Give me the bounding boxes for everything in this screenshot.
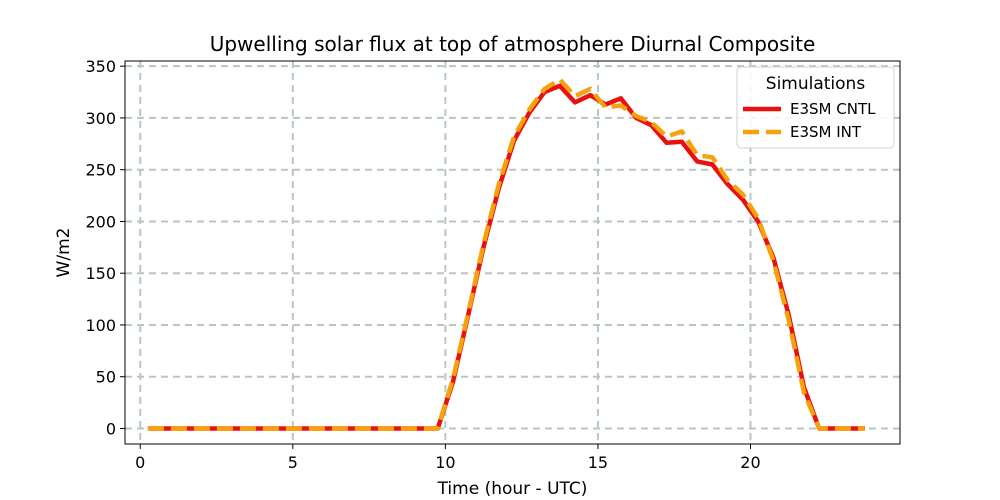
- x-tick-label: 20: [740, 453, 760, 472]
- y-tick-label: 0: [106, 419, 116, 438]
- legend-title: Simulations: [766, 74, 866, 94]
- legend-label-e3sm-int: E3SM INT: [790, 123, 862, 141]
- plot-frame: [124, 60, 901, 445]
- x-axis-title: Time (hour - UTC): [437, 479, 588, 499]
- y-axis-title: W/m2: [54, 228, 74, 278]
- legend-label-e3sm-cntl: E3SM CNTL: [790, 100, 876, 118]
- y-tick-label: 350: [85, 57, 116, 76]
- x-tick-label: 15: [588, 453, 608, 472]
- y-tick-label: 50: [96, 368, 116, 387]
- series-line-e3sm-int: [147, 77, 865, 431]
- y-tick-label: 200: [85, 212, 116, 231]
- y-tick-label: 250: [85, 161, 116, 180]
- y-tick-label: 100: [85, 316, 116, 335]
- legend-box: [736, 66, 895, 149]
- chart-title: Upwelling solar flux at top of atmospher…: [210, 32, 816, 56]
- legend: Simulations E3SM CNTL E3SM INT: [736, 66, 895, 149]
- y-tick-label: 150: [85, 264, 116, 283]
- x-tick-label: 10: [435, 453, 455, 472]
- series-group: [147, 77, 865, 431]
- grid: [125, 61, 900, 444]
- x-tick-label: 5: [288, 453, 298, 472]
- y-tick-label: 300: [85, 109, 116, 128]
- x-tick-label: 0: [135, 453, 145, 472]
